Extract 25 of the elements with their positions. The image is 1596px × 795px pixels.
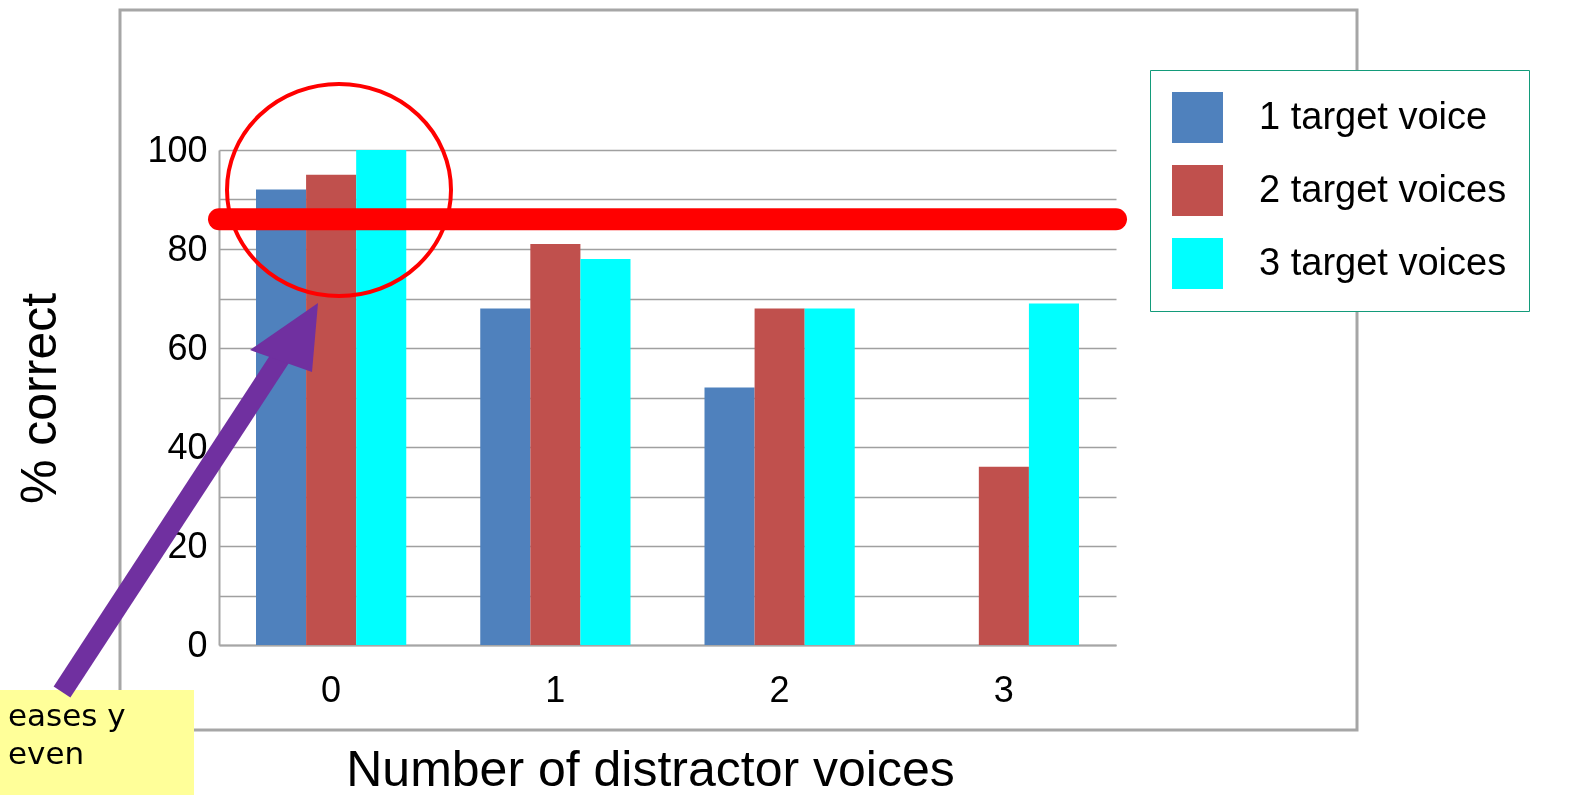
bar — [356, 150, 407, 645]
text: eases y even — [0, 690, 194, 795]
bar — [704, 387, 755, 645]
x-tick-label: 2 — [769, 668, 790, 710]
bar — [580, 258, 631, 645]
bar — [978, 466, 1029, 645]
bar — [1028, 303, 1079, 645]
bar — [306, 174, 357, 645]
x-tick-label: 1 — [545, 668, 566, 710]
bar — [480, 308, 531, 645]
y-tick-label: 40 — [167, 425, 208, 467]
bar — [530, 244, 581, 645]
bar — [804, 308, 855, 645]
bar — [754, 308, 805, 645]
x-tick-label: 0 — [321, 668, 342, 710]
y-axis-title: % correct — [10, 292, 67, 505]
y-tick-label: 80 — [167, 227, 208, 269]
y-tick-label: 100 — [147, 128, 208, 170]
x-tick-label: 3 — [993, 668, 1014, 710]
legend-label: 1 target voice — [1259, 94, 1488, 137]
y-tick-label: 60 — [167, 326, 208, 368]
legend-label: 2 target voices — [1259, 167, 1507, 210]
x-axis-title: Number of distractor voices — [346, 740, 955, 795]
y-tick-label: 0 — [187, 623, 208, 665]
legend-label: 3 target voices — [1259, 240, 1507, 283]
